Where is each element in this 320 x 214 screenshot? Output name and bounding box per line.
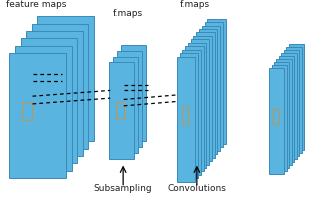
Bar [199,29,218,154]
Bar [185,46,204,171]
Bar [113,57,138,153]
Bar [204,22,223,147]
Bar [191,39,209,165]
Bar [281,53,297,159]
Bar [15,46,72,171]
Bar [20,38,77,163]
Bar [289,44,304,150]
Bar [26,31,83,156]
Bar [207,19,226,144]
Bar [194,36,212,161]
Bar [273,108,279,124]
Bar [109,62,134,159]
Text: feature maps: feature maps [6,0,67,9]
Bar [188,43,206,168]
Bar [274,62,289,168]
Bar [196,33,215,158]
Bar [286,47,302,153]
Bar [32,24,88,149]
Bar [116,102,124,119]
Bar [182,50,201,175]
Bar [177,57,195,182]
Bar [279,56,294,162]
Text: Subsampling: Subsampling [94,184,152,193]
Bar [121,45,146,141]
Bar [182,107,188,124]
Text: f.maps: f.maps [180,0,210,9]
Bar [269,68,284,174]
Text: Convolutions: Convolutions [167,184,226,193]
Bar [284,50,299,156]
Bar [202,25,220,151]
Bar [271,65,287,171]
Bar [276,59,292,165]
Bar [10,53,66,178]
Text: f.maps: f.maps [112,9,142,18]
Bar [37,16,94,141]
Bar [22,102,32,120]
Bar [180,53,198,178]
Bar [117,51,142,147]
